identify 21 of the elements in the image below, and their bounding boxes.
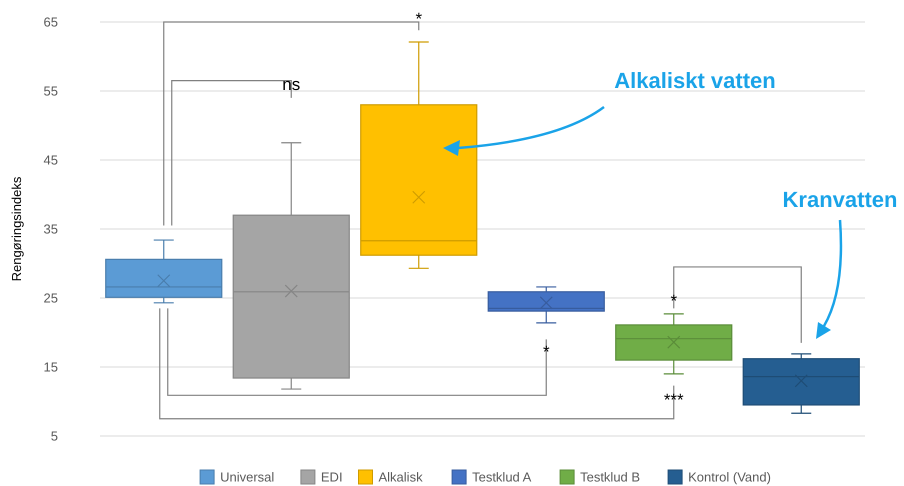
- y-tick-label: 25: [44, 290, 58, 306]
- annotation: *: [670, 291, 678, 310]
- y-tick-label: 45: [44, 152, 58, 168]
- legend-label: Alkalisk: [378, 470, 424, 485]
- legend-label: Universal: [220, 470, 274, 485]
- annotation: ***: [664, 390, 684, 410]
- y-tick-label: 65: [44, 14, 58, 30]
- y-tick-label: 5: [50, 428, 58, 444]
- annotation: ns: [282, 74, 300, 94]
- annotation: *: [415, 9, 422, 28]
- y-tick-label: 35: [44, 222, 58, 237]
- annotation: Kranvatten: [782, 187, 898, 212]
- annotation: *: [542, 342, 550, 362]
- legend-label: Testklud B: [580, 470, 640, 485]
- y-axis-title: Rengøringsindeks: [9, 176, 24, 282]
- legend-label: EDI: [320, 470, 343, 485]
- y-tick-label: 15: [44, 360, 58, 375]
- legend-label: Kontrol (Vand): [688, 470, 771, 485]
- legend-label: Testklud A: [472, 470, 532, 485]
- annotation: Alkaliskt vatten: [614, 68, 776, 93]
- y-tick-label: 55: [44, 84, 58, 99]
